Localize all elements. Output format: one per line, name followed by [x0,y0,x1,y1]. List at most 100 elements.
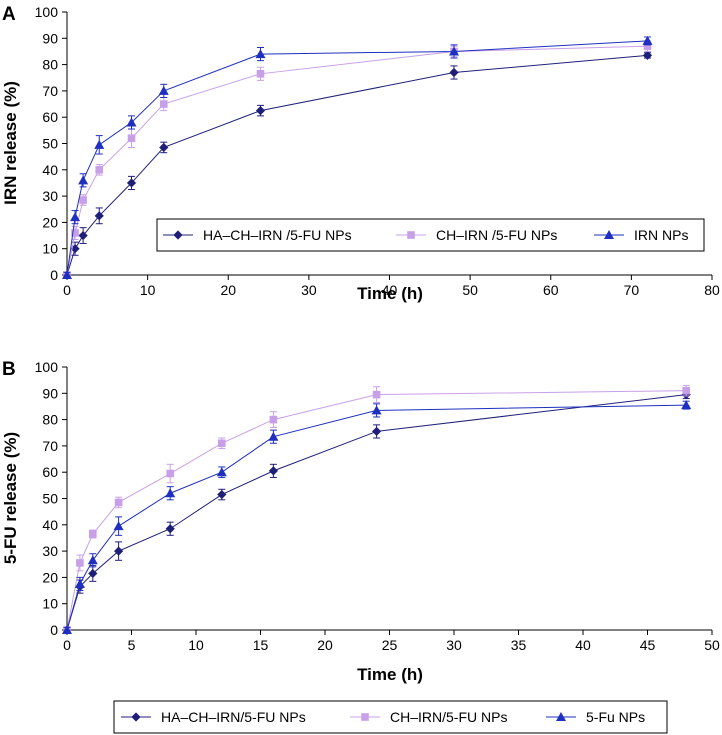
legend-b-label-3: 5-Fu NPs [586,709,645,725]
a-series-1-point [642,50,653,60]
b-legend-marker-3 [556,712,566,721]
a-ytick-label: 30 [42,188,58,204]
legend-b-label-1: HA–CH–IRN/5-FU NPs [161,709,306,725]
a-series-3 [62,35,653,279]
a-ytick-label: 50 [42,136,58,152]
b-xtick-label: 35 [511,637,527,653]
a-ytick-label: 100 [35,4,59,20]
b-ytick-label: 90 [42,385,58,401]
a-legend-marker-1 [173,230,183,240]
a-series-2-point [79,196,87,204]
a-ytick-label: 70 [42,83,58,99]
b-ytick-label: 30 [42,543,58,559]
b-ytick-label: 40 [42,517,58,533]
a-xtick-label: 0 [63,282,71,298]
a-series-1-point [255,106,266,116]
a-ytick-label: 0 [50,267,58,283]
b-series-1-point [217,489,227,500]
a-xtick-label: 50 [462,282,478,298]
b-xtick-label: 40 [575,637,591,653]
panel-b-x-title: Time (h) [357,665,423,684]
b-series-3-point [62,625,72,634]
b-ytick-label: 80 [42,412,58,428]
b-series-3-point [165,488,176,498]
b-series-1 [62,390,691,635]
b-ytick-label: 50 [42,491,58,507]
a-series-3-point [642,35,653,45]
a-series-1-point [126,178,137,188]
b-series-2-point [89,530,97,538]
b-ytick-label: 70 [42,438,58,454]
a-legend-marker-3 [604,230,614,239]
a-xtick-label: 80 [704,282,720,298]
a-series-1-point [449,67,459,78]
b-series-3-point [74,578,85,588]
b-series-3-point [268,431,279,441]
chart-panel-b: B 0 10 20 30 40 50 60 70 80 90 100 0 5 10 15 20 25 30 35 40… [1,359,720,734]
a-series-2-point [71,229,79,237]
a-ytick-label: 90 [42,30,58,46]
a-series-3-point [62,270,72,279]
a-legend-marker-2 [407,231,415,239]
b-series-2-point [166,469,174,478]
a-ytick-label: 80 [42,57,58,73]
a-xtick-label: 10 [140,282,156,298]
legend-a-item-3: IRN NPs [594,227,688,243]
a-series-3-point [94,139,105,149]
panel-a-y-title: IRN release (%) [1,81,20,205]
legend-a-label-3: IRN NPs [634,227,688,243]
b-series-1-point [165,524,175,534]
a-series-3-point [158,85,169,95]
b-series-2 [63,384,690,634]
panel-a-legend: HA–CH–IRN /5-FU NPs CH–IRN /5-FU NPs IRN… [156,218,705,252]
b-xtick-label: 45 [640,637,656,653]
b-legend-marker-1 [131,712,141,722]
a-series-3-point [126,117,137,127]
a-xtick-label: 60 [543,282,559,298]
a-series-1-point [78,230,88,241]
b-series-1-point [88,568,98,579]
legend-b-item-1: HA–CH–IRN/5-FU NPs [121,709,306,725]
a-xtick-label: 30 [301,282,317,298]
b-xtick-label: 0 [63,637,71,653]
b-series-3-point [87,555,98,565]
b-series-3 [62,400,692,634]
b-ytick-label: 60 [42,464,58,480]
panel-b-label: B [2,359,16,380]
a-series-2-point [95,166,104,174]
a-series-2 [63,40,652,279]
legend-a-label-2: CH–IRN /5-FU NPs [436,227,557,243]
panel-a-x-title: Time (h) [357,284,423,303]
panel-b-y-title: 5-FU release (%) [1,432,20,564]
legend-a-label-1: HA–CH–IRN /5-FU NPs [203,227,352,243]
b-series-2-point [218,439,226,448]
a-series-3-point [70,212,81,222]
a-ytick-label: 10 [42,241,58,257]
legend-b-marker-3 [556,712,566,721]
a-series-3-point [449,46,459,56]
b-series-3-point [681,400,692,410]
b-series-2-point [269,415,278,424]
a-ytick-label: 40 [42,162,58,178]
a-series-1-point [94,211,104,221]
legend-b-item-2: CH–IRN/5-FU NPs [350,709,507,725]
b-series-3-point [113,521,124,531]
legend-b-marker-1 [131,712,141,722]
b-ytick-label: 10 [42,596,58,612]
b-series-3-point [371,405,382,415]
b-ytick-label: 0 [50,622,58,638]
b-series-1-point [114,546,124,556]
panel-a-label: A [2,4,16,25]
a-series-2-point [643,42,652,50]
b-series-1-point [372,426,382,437]
b-legend-marker-2 [361,713,369,721]
b-xtick-label: 10 [188,637,204,653]
legend-a-marker-2 [407,231,415,239]
a-ytick-label: 20 [42,214,58,230]
a-series-3-point [255,49,266,59]
b-series-1-point [268,466,278,476]
b-xtick-label: 50 [704,637,720,653]
b-xtick-label: 30 [446,637,462,653]
legend-a-item-2: CH–IRN /5-FU NPs [396,227,557,243]
